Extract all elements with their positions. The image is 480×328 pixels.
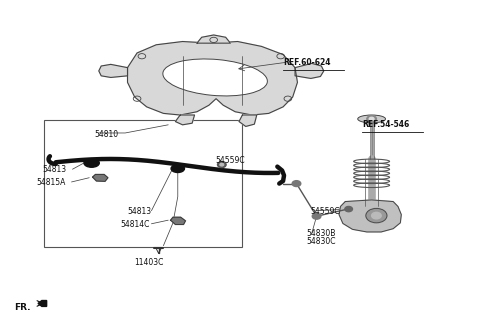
Text: REF.54-546: REF.54-546 [362, 120, 409, 129]
Circle shape [367, 116, 376, 122]
Text: 54559C: 54559C [215, 156, 245, 165]
Text: 54815A: 54815A [36, 178, 66, 187]
Circle shape [292, 181, 301, 187]
Circle shape [217, 162, 226, 168]
Polygon shape [339, 200, 401, 232]
Ellipse shape [171, 165, 184, 173]
Polygon shape [93, 174, 108, 181]
Text: FR.: FR. [14, 303, 31, 312]
Circle shape [220, 163, 224, 166]
Polygon shape [38, 300, 47, 306]
Circle shape [312, 213, 321, 219]
Circle shape [372, 212, 381, 219]
Polygon shape [170, 217, 185, 224]
Text: 54830C: 54830C [306, 237, 336, 246]
Text: 54814C: 54814C [120, 220, 150, 229]
Text: 11403C: 11403C [134, 258, 163, 267]
Text: 54813: 54813 [128, 207, 152, 216]
Circle shape [366, 208, 387, 223]
Bar [44, 120, 242, 247]
Text: 54810: 54810 [94, 130, 118, 139]
Polygon shape [175, 115, 194, 125]
Polygon shape [128, 42, 298, 115]
Circle shape [345, 206, 352, 212]
Polygon shape [197, 35, 230, 43]
Ellipse shape [84, 159, 99, 167]
Ellipse shape [358, 115, 385, 123]
Circle shape [369, 117, 374, 121]
Text: 54559C: 54559C [311, 207, 340, 216]
Text: 54813: 54813 [43, 165, 67, 174]
Polygon shape [239, 115, 257, 126]
Text: REF.60-624: REF.60-624 [283, 58, 331, 67]
Text: 54830B: 54830B [306, 229, 336, 238]
Polygon shape [295, 63, 324, 78]
Ellipse shape [163, 59, 267, 96]
Polygon shape [99, 64, 128, 77]
